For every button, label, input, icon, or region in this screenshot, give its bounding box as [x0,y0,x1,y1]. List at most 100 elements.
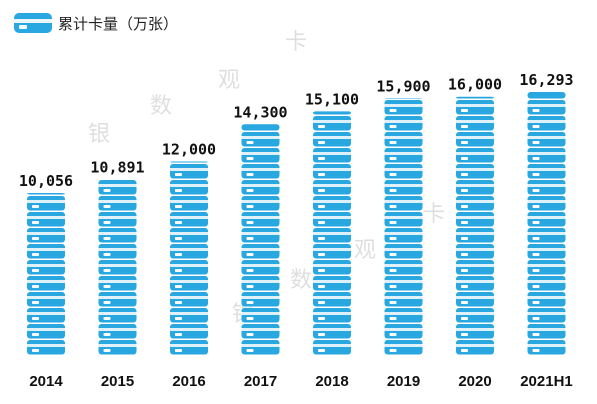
card-segment [456,100,494,115]
data-label: 16,000 [448,76,502,94]
card-segment [527,228,566,243]
card-stripe [384,344,423,347]
card-segment [384,98,423,99]
card-chip [532,109,540,112]
card-stripe [98,344,137,347]
card-chip [32,301,39,304]
bar [313,111,351,355]
card-stripe [241,248,280,251]
card-chip [461,205,468,208]
card-chip [318,285,325,288]
card-segment [27,260,65,275]
card-segment [384,180,423,195]
card-segment [170,324,208,339]
card-stripe [313,280,351,283]
card-stripe [384,296,423,299]
card-chip [318,141,325,144]
card-stripe [170,216,208,219]
card-stripe [313,200,351,203]
card-stripe [313,120,351,123]
card-stripe [170,168,208,171]
card-chip [246,285,254,288]
card-stripe [170,280,208,283]
card-stripe [170,344,208,347]
card-stripe [241,264,280,267]
card-segment [241,340,280,355]
card-stripe [27,216,65,219]
card-stripe [241,328,280,331]
legend: 累计卡量（万张） [14,12,178,34]
card-stripe [170,312,208,315]
bar [241,124,280,355]
card-stripe [313,136,351,139]
card-chip [175,237,182,240]
card-segment [456,164,494,179]
card-segment [98,196,137,211]
card-segment [384,116,423,131]
card-chip [461,109,468,112]
card-chip [246,141,254,144]
card-stripe [456,184,494,187]
card-stripe [313,232,351,235]
card-chip [246,349,254,352]
card-chip [103,221,111,224]
card-chip [175,173,182,176]
card-chip [532,205,540,208]
card-chip [461,141,468,144]
card-stripe [313,264,351,267]
card-stripe [27,200,65,203]
card-segment [456,260,494,275]
card-stripe [527,344,566,347]
card-segment [527,180,566,195]
data-label: 15,900 [376,77,430,95]
data-label: 10,056 [19,172,73,190]
card-segment [313,132,351,147]
card-chip [318,237,325,240]
card-stripe [98,296,137,299]
card-segment [527,340,566,355]
card-stripe [384,312,423,315]
card-chip [532,141,540,144]
card-chip [32,205,39,208]
card-segment [98,212,137,227]
card-stripe [456,200,494,203]
card-stripe [527,200,566,203]
data-label: 12,000 [162,141,216,159]
card-chip [175,205,182,208]
card-stripe [456,264,494,267]
card-chip [32,333,39,336]
card-segment [27,244,65,259]
card-chip [175,317,182,320]
card-segment [527,164,566,179]
card-segment [384,212,423,227]
card-stripe [313,248,351,251]
card-chip [389,157,397,160]
card-stripe [170,328,208,331]
data-label: 14,300 [233,103,287,121]
card-segment [456,244,494,259]
card-chip [103,189,111,192]
card-stripe [384,216,423,219]
card-chip [461,189,468,192]
card-chip [461,269,468,272]
card-segment [527,244,566,259]
card-segment [313,260,351,275]
card-stripe [98,216,137,219]
card-stripe [384,200,423,203]
legend-label: 累计卡量（万张） [58,14,179,33]
card-segment [527,260,566,275]
card-segment [527,212,566,227]
card-chip [461,317,468,320]
bar [27,193,65,355]
card-segment [313,228,351,243]
card-stripe [527,280,566,283]
card-segment [241,260,280,275]
card-chip [318,189,325,192]
card-segment [384,340,423,355]
card-segment [170,161,208,163]
card-segment [527,92,566,99]
watermark-char: 观 [354,238,377,263]
data-label: 10,891 [90,159,144,177]
card-segment [170,212,208,227]
card-segment [384,228,423,243]
